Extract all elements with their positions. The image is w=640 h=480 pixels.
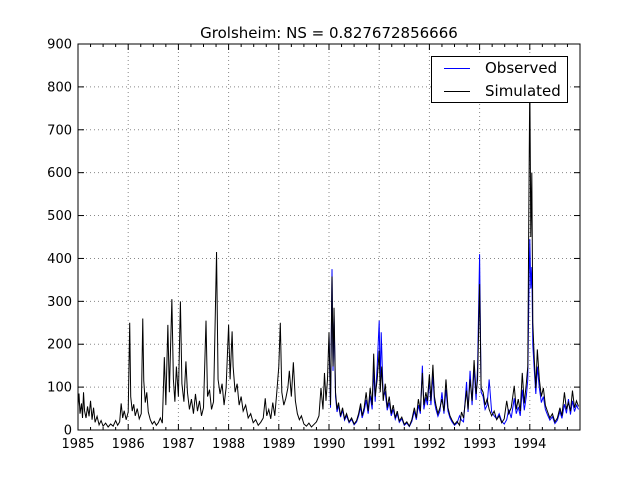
y-tick-label: 300 bbox=[47, 295, 72, 310]
x-tick-label: 1991 bbox=[363, 437, 396, 452]
x-tick-label: 1992 bbox=[413, 437, 446, 452]
x-tick-label: 1985 bbox=[61, 437, 94, 452]
y-tick-label: 700 bbox=[47, 123, 72, 138]
y-tick-label: 900 bbox=[47, 38, 72, 53]
chart-title: Grolsheim: NS = 0.827672856666 bbox=[200, 24, 458, 42]
y-tick-label: 0 bbox=[64, 424, 72, 439]
x-tick-label: 1993 bbox=[463, 437, 496, 452]
legend-item-observed: Observed bbox=[432, 59, 567, 78]
x-tick-label: 1994 bbox=[513, 437, 546, 452]
x-tick-label: 1988 bbox=[212, 437, 245, 452]
observed-line-swatch bbox=[444, 67, 470, 69]
y-tick-label: 500 bbox=[47, 209, 72, 224]
y-tick-label: 400 bbox=[47, 252, 72, 267]
x-tick-label: 1990 bbox=[312, 437, 345, 452]
series-observed-line bbox=[328, 239, 579, 428]
legend: Observed Simulated bbox=[431, 56, 568, 103]
legend-item-simulated: Simulated bbox=[432, 82, 567, 101]
legend-label-simulated: Simulated bbox=[485, 82, 561, 100]
y-tick-label: 100 bbox=[47, 381, 72, 396]
x-tick-label: 1987 bbox=[162, 437, 195, 452]
series-simulated-line bbox=[78, 78, 579, 428]
y-tick-label: 600 bbox=[47, 166, 72, 181]
legend-label-observed: Observed bbox=[485, 59, 558, 77]
simulated-line-swatch bbox=[444, 90, 470, 92]
x-tick-label: 1986 bbox=[112, 437, 145, 452]
y-tick-label: 800 bbox=[47, 80, 72, 95]
x-tick-label: 1989 bbox=[262, 437, 295, 452]
y-tick-label: 200 bbox=[47, 338, 72, 353]
